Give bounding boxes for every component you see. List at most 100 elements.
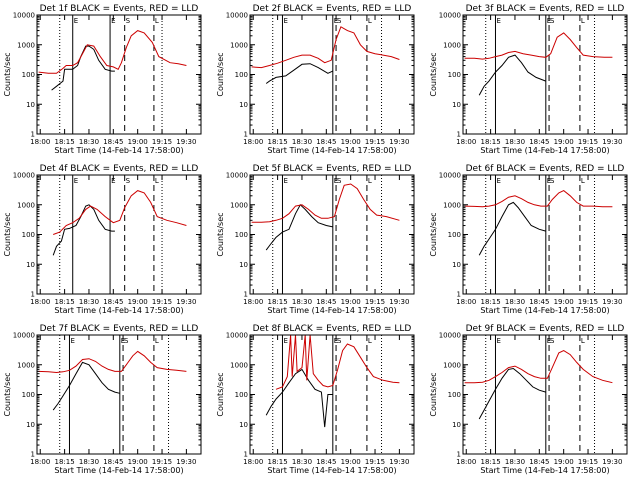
x-tick-label: 19:00 [341,138,361,146]
event-marker-label: L [155,17,159,25]
events-series-line [478,201,546,256]
lld-series-line [38,350,187,374]
x-tick-label: 18:15 [55,138,75,146]
event-marker-label: S [550,177,555,185]
x-tick-label: 19:30 [389,458,409,466]
x-tick-label: 18:00 [456,298,476,306]
y-tick-label: 10000 [439,172,461,180]
y-tick-label: 1 [244,451,248,459]
x-tick-label: 18:30 [292,138,312,146]
y-axis-label: Counts/sec [216,52,225,96]
event-marker-label: S [126,177,131,185]
y-tick-label: 1000 [17,201,35,209]
y-tick-label: 10000 [439,12,461,20]
lld-series-line [275,334,400,390]
x-tick-label: 18:00 [30,298,50,306]
x-tick-label: 18:15 [268,298,288,306]
detector-panel: Det 5f BLACK = Events, RED = LLDEESL1101… [216,164,415,315]
panel-title: Det 1f BLACK = Events, RED = LLD [40,4,199,14]
x-tick-label: 19:15 [152,458,172,466]
panel-title: Det 5f BLACK = Events, RED = LLD [253,164,412,174]
x-tick-label: 19:15 [152,138,172,146]
event-marker-label: S [550,17,555,25]
y-tick-label: 1 [244,291,248,299]
x-tick-label: 19:30 [602,138,622,146]
event-marker-label: E [496,17,500,25]
x-tick-label: 18:30 [79,138,99,146]
x-tick-label: 19:15 [365,458,385,466]
y-tick-label: 100 [22,71,35,79]
plot-frame [462,334,628,455]
x-tick-label: 18:45 [316,458,336,466]
x-tick-label: 18:30 [79,298,99,306]
event-marker-label: L [368,17,372,25]
x-tick-label: 19:00 [554,298,574,306]
lld-series-line [38,30,187,74]
y-tick-label: 100 [22,391,35,399]
x-tick-label: 18:00 [456,138,476,146]
x-tick-label: 19:30 [389,298,409,306]
y-tick-label: 100 [235,71,248,79]
y-tick-label: 1000 [17,361,35,369]
y-axis-label: Counts/sec [429,52,438,96]
x-tick-label: 19:00 [128,138,148,146]
y-tick-label: 1 [457,451,461,459]
x-tick-label: 18:15 [268,458,288,466]
y-tick-label: 10 [452,261,461,269]
x-tick-label: 18:00 [30,138,50,146]
y-tick-label: 100 [235,391,248,399]
detector-panel: Det 9f BLACK = Events, RED = LLDEESL1101… [429,324,628,475]
x-tick-label: 18:00 [243,138,263,146]
y-tick-label: 10000 [13,172,35,180]
x-tick-label: 19:30 [176,458,196,466]
plot-frame [36,334,202,455]
y-tick-label: 10000 [226,332,248,340]
x-tick-label: 18:00 [30,458,50,466]
panel-title: Det 8f BLACK = Events, RED = LLD [253,324,412,334]
lld-series-line [464,350,613,384]
event-marker-label: L [155,177,159,185]
event-marker-label: L [581,17,585,25]
y-tick-label: 10 [452,421,461,429]
event-marker-label: E [496,337,500,345]
event-marker-label: E [74,177,78,185]
y-tick-label: 1 [457,131,461,139]
y-axis-label: Counts/sec [429,212,438,256]
panel-title: Det 3f BLACK = Events, RED = LLD [466,4,625,14]
x-tick-label: 18:15 [481,138,501,146]
events-series-line [265,203,333,251]
event-marker-label: E [283,17,287,25]
y-tick-label: 10 [26,261,35,269]
x-tick-label: 18:45 [529,458,549,466]
events-series-line [265,63,334,84]
y-tick-label: 1 [244,131,248,139]
event-marker-label: E [283,177,287,185]
y-axis-label: Counts/sec [3,372,12,416]
lld-series-line [464,32,613,60]
y-axis-label: Counts/sec [3,52,12,96]
lld-series-line [251,183,400,223]
x-tick-label: 18:30 [292,298,312,306]
x-tick-label: 18:45 [103,458,123,466]
x-tick-label: 18:30 [292,458,312,466]
x-tick-label: 19:00 [554,458,574,466]
x-tick-label: 18:00 [243,458,263,466]
panel-title: Det 7f BLACK = Events, RED = LLD [40,324,199,334]
x-tick-label: 18:30 [505,298,525,306]
events-series-line [478,367,546,420]
x-tick-label: 19:15 [578,138,598,146]
x-tick-label: 19:30 [602,458,622,466]
event-marker-label: E [111,17,115,25]
detector-panel: Det 6f BLACK = Events, RED = LLDEESL1101… [429,164,628,315]
panel-title: Det 9f BLACK = Events, RED = LLD [466,324,625,334]
y-tick-label: 100 [448,71,461,79]
y-tick-label: 10 [239,101,248,109]
x-tick-label: 19:30 [176,298,196,306]
x-tick-label: 18:30 [505,138,525,146]
y-tick-label: 100 [235,231,248,239]
event-marker-label: S [337,177,342,185]
x-tick-label: 18:30 [505,458,525,466]
x-tick-label: 18:15 [481,458,501,466]
event-marker-label: S [337,17,342,25]
event-marker-label: E [70,337,74,345]
